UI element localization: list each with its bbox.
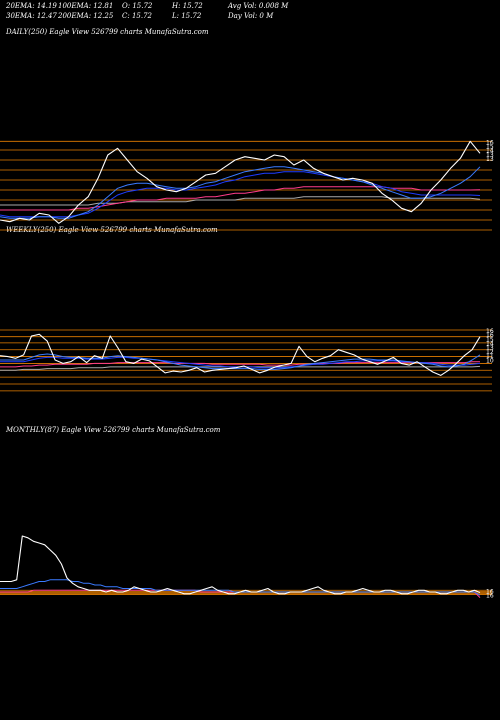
weekly-price-line xyxy=(0,333,481,376)
weekly-tick-label-5: 12 xyxy=(486,349,494,356)
weekly-tick-label-4: 13 xyxy=(486,345,494,352)
daily-tick-label-4: 13 xyxy=(486,156,494,163)
daily-tick-label-1: 15 xyxy=(486,144,494,151)
daily-ema20-line xyxy=(0,166,481,219)
weekly-tick-label-7: 10 xyxy=(486,357,494,364)
monthly-tick-label-0: 16 xyxy=(486,588,494,595)
monthly-tick-label-1: 16 xyxy=(486,592,494,599)
weekly-tick-label-3: 14 xyxy=(486,341,494,348)
header-avg-vol: Avg Vol: 0.008 M xyxy=(228,2,289,10)
header-low: L: 15.72 xyxy=(172,12,202,20)
header-ema200: 200EMA: 12.25 xyxy=(58,12,114,20)
weekly-tick-label-0: 16 xyxy=(486,328,494,335)
daily-ema200-line xyxy=(0,196,481,206)
header-close: C: 15.72 xyxy=(122,12,152,20)
daily-tick-label-2: 14 xyxy=(486,148,494,155)
weekly-tick-label-6: 11 xyxy=(486,353,494,360)
daily-ema100-line xyxy=(0,186,481,211)
header-high: H: 15.72 xyxy=(172,2,203,10)
monthly-panel-label: MONTHLY(87) Eagle View 526799 charts Mun… xyxy=(6,426,221,434)
weekly-tick-label-2: 15 xyxy=(486,336,494,343)
header-open: O: 15.72 xyxy=(122,2,153,10)
daily-price-line xyxy=(0,140,481,224)
header-day-vol: Day Vol: 0 M xyxy=(228,12,274,20)
daily-tick-label-3: 13 xyxy=(486,152,494,159)
daily-tick-label-0: 16 xyxy=(486,139,494,146)
monthly-price-line xyxy=(0,535,481,595)
header-ema20: 20EMA: 14.19 xyxy=(6,2,57,10)
header-ema100: 100EMA: 12.81 xyxy=(58,2,114,10)
weekly-tick-label-1: 16 xyxy=(486,332,494,339)
header-ema30: 30EMA: 12.47 xyxy=(6,12,57,20)
daily-panel-label: DAILY(250) Eagle View 526799 charts Muna… xyxy=(6,28,209,36)
